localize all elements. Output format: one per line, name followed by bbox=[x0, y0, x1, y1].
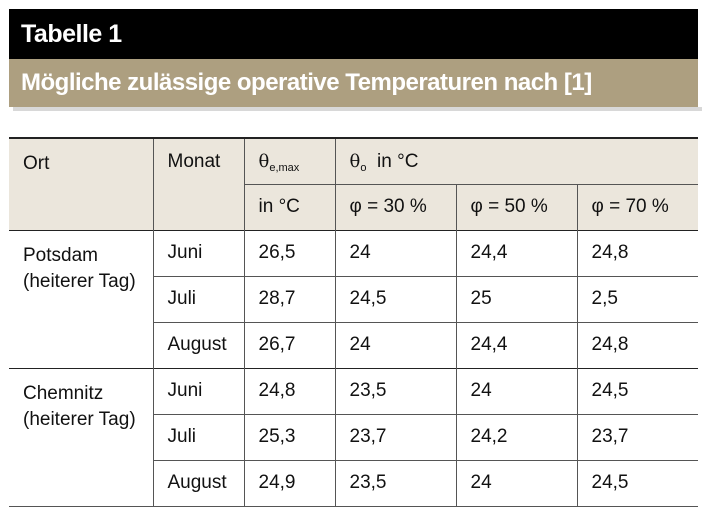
phi70-cell: 24,5 bbox=[576, 367, 699, 414]
location-potsdam: Potsdam (heiterer Tag) bbox=[9, 229, 153, 368]
month-cell: August bbox=[152, 459, 244, 506]
temperature-table: Ort Monat θe,max θo in °C in °C φ = 30 %… bbox=[9, 137, 699, 507]
phi50-cell: 24 bbox=[455, 367, 577, 414]
table-row: August 24,9 23,5 24 24,5 bbox=[9, 459, 699, 506]
header-theta-o: θo in °C bbox=[334, 137, 699, 184]
phi70-cell: 2,5 bbox=[576, 275, 699, 322]
phi50-cell: 24,4 bbox=[455, 229, 577, 276]
month-cell: August bbox=[152, 321, 244, 368]
header-phi-50: φ = 50 % bbox=[455, 183, 577, 230]
theta-e-cell: 26,5 bbox=[243, 229, 335, 276]
header-unit: in °C bbox=[243, 183, 335, 230]
table-row: Juli 28,7 24,5 25 2,5 bbox=[9, 275, 699, 322]
theta-e-cell: 24,9 bbox=[243, 459, 335, 506]
header-ort: Ort bbox=[9, 137, 153, 230]
table-caption: Mögliche zulässige operative Temperature… bbox=[9, 59, 698, 107]
theta-e-cell: 28,7 bbox=[243, 275, 335, 322]
header-row-1: Ort Monat θe,max θo in °C bbox=[9, 137, 699, 230]
theta-symbol: θ bbox=[349, 151, 361, 172]
theta-e-subscript: e,max bbox=[269, 162, 300, 174]
table-number-title: Tabelle 1 bbox=[9, 9, 698, 59]
phi50-cell: 24,4 bbox=[455, 321, 577, 368]
phi50-cell: 25 bbox=[455, 275, 577, 322]
table-row: August 26,7 24 24,4 24,8 bbox=[9, 321, 699, 368]
header-phi-70: φ = 70 % bbox=[576, 183, 699, 230]
table-row: Potsdam (heiterer Tag) Juni 26,5 24 24,4… bbox=[9, 229, 699, 368]
table-row: Chemnitz (heiterer Tag) Juni 24,8 23,5 2… bbox=[9, 367, 699, 506]
theta-e-cell: 25,3 bbox=[243, 413, 335, 460]
month-cell: Juli bbox=[152, 275, 244, 322]
header-theta-e-max: θe,max bbox=[243, 137, 335, 184]
table-row: Juli 25,3 23,7 24,2 23,7 bbox=[9, 413, 699, 460]
phi30-cell: 24,5 bbox=[334, 275, 456, 322]
theta-o-subscript: o bbox=[360, 162, 367, 174]
phi70-cell: 23,7 bbox=[576, 413, 699, 460]
phi30-cell: 23,7 bbox=[334, 413, 456, 460]
month-cell: Juni bbox=[152, 367, 244, 414]
theta-symbol: θ bbox=[258, 151, 270, 172]
phi70-cell: 24,8 bbox=[576, 321, 699, 368]
phi70-cell: 24,8 bbox=[576, 229, 699, 276]
caption-shadow bbox=[13, 107, 702, 111]
phi70-cell: 24,5 bbox=[576, 459, 699, 506]
phi30-cell: 24 bbox=[334, 229, 456, 276]
phi30-cell: 23,5 bbox=[334, 459, 456, 506]
theta-o-unit: in °C bbox=[377, 151, 419, 172]
theta-e-cell: 24,8 bbox=[243, 367, 335, 414]
header-row-2: in °C φ = 30 % φ = 50 % φ = 70 % bbox=[9, 183, 699, 230]
month-cell: Juni bbox=[152, 229, 244, 276]
phi50-cell: 24 bbox=[455, 459, 577, 506]
header-phi-30: φ = 30 % bbox=[334, 183, 456, 230]
location-chemnitz: Chemnitz (heiterer Tag) bbox=[9, 367, 153, 506]
theta-e-cell: 26,7 bbox=[243, 321, 335, 368]
month-cell: Juli bbox=[152, 413, 244, 460]
phi50-cell: 24,2 bbox=[455, 413, 577, 460]
phi30-cell: 24 bbox=[334, 321, 456, 368]
phi30-cell: 23,5 bbox=[334, 367, 456, 414]
header-monat: Monat bbox=[152, 137, 244, 230]
